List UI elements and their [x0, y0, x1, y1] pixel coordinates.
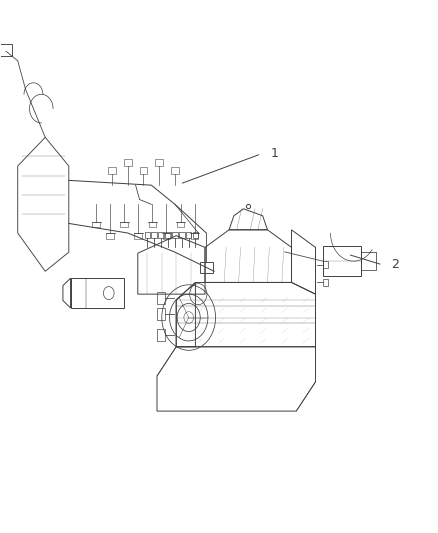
Bar [186, 232, 191, 238]
Bar [162, 233, 170, 239]
Bar [134, 233, 142, 239]
Bar [148, 222, 156, 227]
Bar [191, 233, 198, 239]
Bar [361, 252, 376, 270]
Bar [171, 167, 179, 174]
Bar [71, 278, 124, 308]
Bar [165, 232, 171, 238]
Bar [155, 159, 163, 166]
Bar [157, 329, 165, 341]
Bar [108, 167, 116, 174]
Bar [172, 232, 178, 238]
Bar [158, 232, 164, 238]
Bar [177, 222, 184, 227]
Bar [152, 232, 157, 238]
Bar [193, 232, 198, 238]
Bar [157, 308, 165, 320]
Bar [140, 167, 148, 174]
Bar [106, 233, 114, 239]
Bar [92, 222, 100, 227]
Bar [124, 159, 132, 166]
Bar [145, 232, 150, 238]
Bar [323, 246, 361, 276]
Bar [323, 261, 328, 269]
Text: 2: 2 [392, 259, 399, 271]
Bar [157, 292, 165, 303]
Bar [0, 44, 12, 56]
Bar [200, 262, 212, 273]
Bar [120, 222, 128, 227]
Bar [323, 279, 328, 286]
Text: 1: 1 [271, 147, 279, 160]
Bar [179, 232, 184, 238]
